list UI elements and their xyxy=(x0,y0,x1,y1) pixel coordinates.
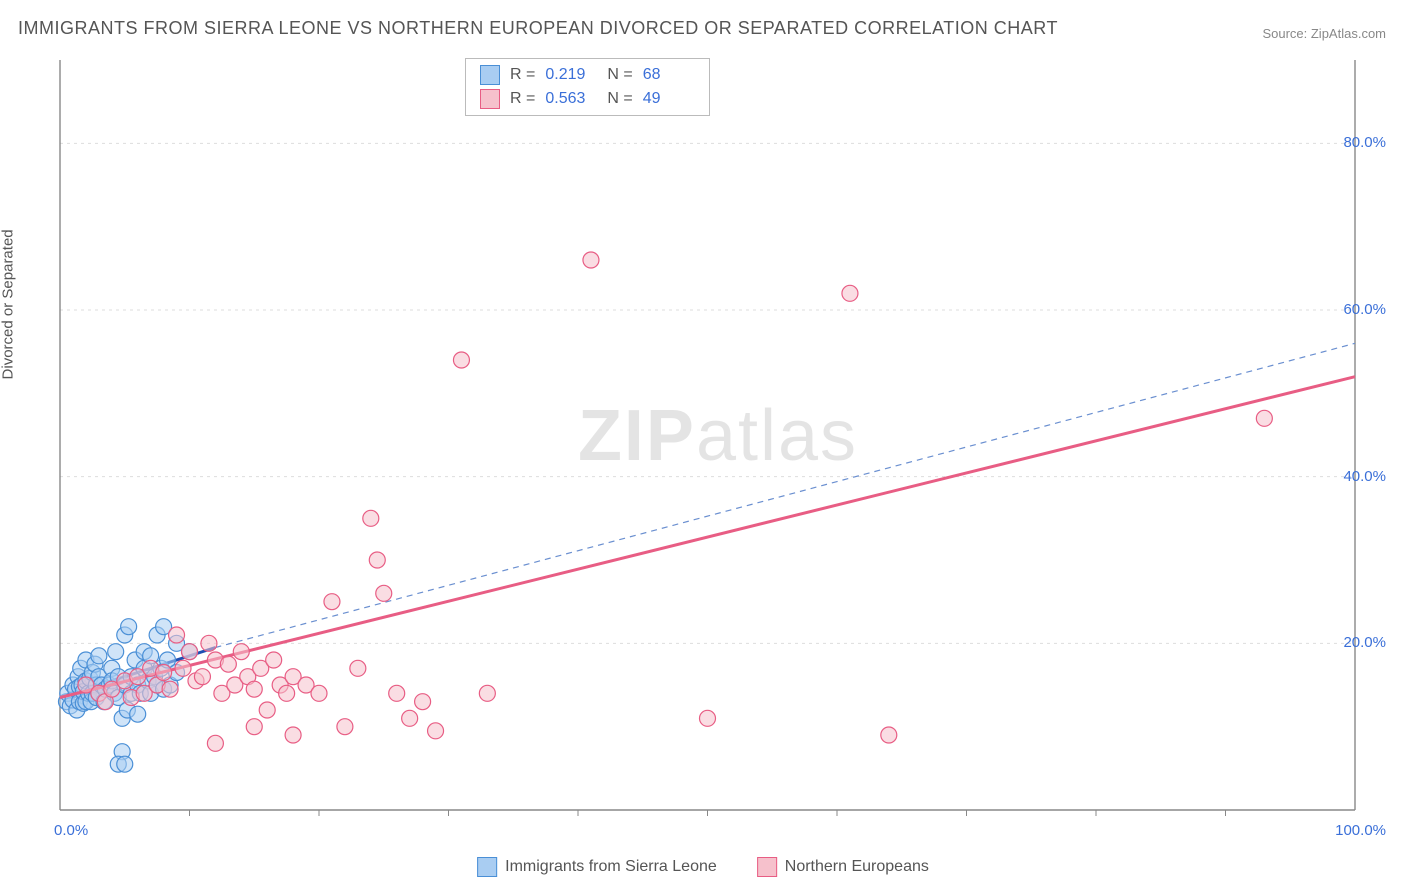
correlation-legend-row: R = 0.563 N = 49 xyxy=(466,87,709,111)
n-label: N = xyxy=(607,90,632,108)
n-value: 49 xyxy=(643,90,695,108)
correlation-legend-row: R = 0.219 N = 68 xyxy=(466,63,709,87)
legend-swatch xyxy=(480,89,500,109)
y-axis-label: Divorced or Separated xyxy=(0,229,17,379)
r-value: 0.219 xyxy=(545,66,597,84)
series-legend-label: Immigrants from Sierra Leone xyxy=(505,858,717,876)
series-legend-label: Northern Europeans xyxy=(785,858,929,876)
y-tick-label: 40.0% xyxy=(1343,468,1386,485)
y-tick-label: 60.0% xyxy=(1343,301,1386,318)
legend-swatch xyxy=(480,65,500,85)
n-value: 68 xyxy=(643,66,695,84)
series-legend: Immigrants from Sierra Leone Northern Eur… xyxy=(477,857,929,877)
r-value: 0.563 xyxy=(545,90,597,108)
r-label: R = xyxy=(510,66,535,84)
series-legend-item: Immigrants from Sierra Leone xyxy=(477,857,717,877)
x-tick-label: 0.0% xyxy=(54,822,88,839)
scatter-chart-svg xyxy=(50,50,1386,830)
legend-swatch xyxy=(477,857,497,877)
n-label: N = xyxy=(607,66,632,84)
chart-area: ZIPatlas 20.0%40.0%60.0%80.0%0.0%100.0% xyxy=(50,50,1386,830)
source-attribution: Source: ZipAtlas.com xyxy=(1262,26,1386,41)
chart-title: IMMIGRANTS FROM SIERRA LEONE VS NORTHERN… xyxy=(18,18,1058,39)
y-tick-label: 80.0% xyxy=(1343,134,1386,151)
x-tick-label: 100.0% xyxy=(1335,822,1386,839)
correlation-legend: R = 0.219 N = 68 R = 0.563 N = 49 xyxy=(465,58,710,116)
series-legend-item: Northern Europeans xyxy=(757,857,929,877)
r-label: R = xyxy=(510,90,535,108)
legend-swatch xyxy=(757,857,777,877)
y-tick-label: 20.0% xyxy=(1343,634,1386,651)
